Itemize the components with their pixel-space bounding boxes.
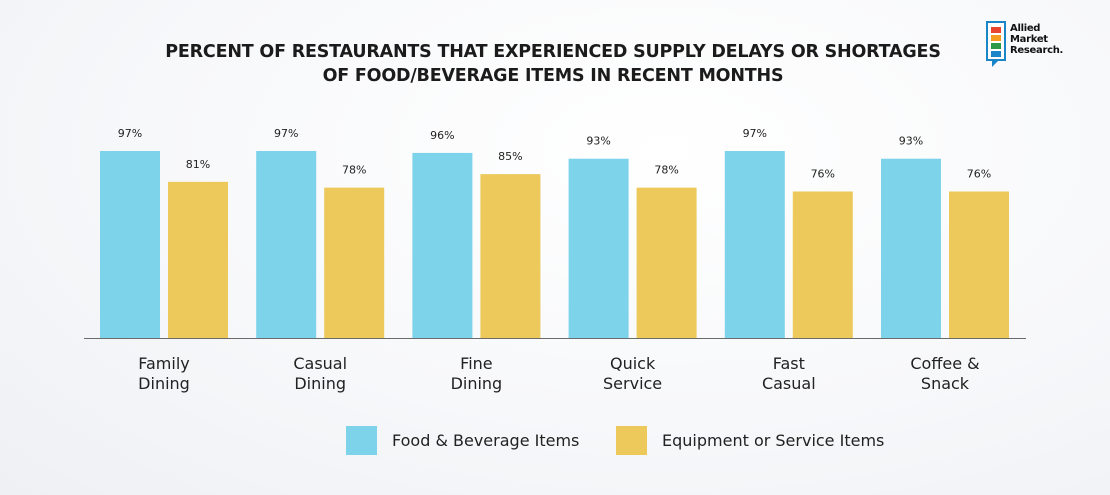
bar-equipment-or-service-items-casual-dining: [324, 187, 385, 338]
legend-label-food-beverage: Food & Beverage Items: [392, 431, 580, 450]
data-label-food-beverage-items-quick-service: 93%: [586, 135, 610, 148]
data-label-equipment-or-service-items-fine-dining: 85%: [498, 150, 522, 163]
legend-swatch-equipment-service: [616, 426, 647, 455]
bar-equipment-or-service-items-fine-dining: [480, 174, 541, 338]
logo-line-2: Market: [1010, 34, 1048, 45]
bar-chart: 97% 81% Family Dining 97% 78% Casual Dining 96% 8…: [84, 127, 1026, 393]
bar-food-beverage-items-casual-dining: [256, 151, 317, 338]
bar-food-beverage-items-fast-casual: [724, 151, 785, 338]
logo-line-3: Research.: [1010, 45, 1064, 56]
data-label-equipment-or-service-items-casual-dining: 78%: [342, 164, 366, 177]
data-label-food-beverage-items-fast-casual: 97%: [743, 127, 767, 140]
category-label-quick-service: Quick Service: [603, 354, 662, 393]
allied-market-research-logo: Allied Market Research.: [986, 21, 1086, 69]
logo-line-1: Allied: [1010, 23, 1041, 34]
category-label-family-dining: Family Dining: [138, 354, 190, 393]
legend-swatch-food-beverage: [346, 426, 377, 455]
category-label-fast-casual: Fast Casual: [762, 354, 816, 393]
bar-food-beverage-items-family-dining: [100, 151, 160, 338]
category-label-coffee-snack: Coffee & Snack: [910, 354, 979, 393]
chart-title-line-1: PERCENT OF RESTAURANTS THAT EXPERIENCED …: [165, 42, 941, 62]
bar-food-beverage-items-fine-dining: [412, 152, 473, 338]
bar-equipment-or-service-items-quick-service: [636, 187, 697, 338]
category-label-fine-dining: Fine Dining: [451, 354, 503, 393]
legend-label-equipment-service: Equipment or Service Items: [662, 431, 885, 450]
bar-equipment-or-service-items-fast-casual: [792, 191, 853, 338]
data-label-equipment-or-service-items-quick-service: 78%: [654, 164, 678, 177]
data-label-equipment-or-service-items-fast-casual: 76%: [811, 167, 835, 180]
data-label-food-beverage-items-casual-dining: 97%: [274, 127, 298, 140]
chart-title-line-2: OF FOOD/BEVERAGE ITEMS IN RECENT MONTHS: [322, 66, 784, 86]
bar-equipment-or-service-items-family-dining: [168, 181, 228, 338]
chart-title: PERCENT OF RESTAURANTS THAT EXPERIENCED …: [0, 40, 1106, 88]
data-label-food-beverage-items-fine-dining: 96%: [430, 129, 454, 142]
logo-text: Allied Market Research.: [1010, 23, 1063, 56]
bar-equipment-or-service-items-coffee-snack: [949, 191, 1009, 338]
bar-food-beverage-items-quick-service: [568, 158, 629, 338]
data-label-equipment-or-service-items-coffee-snack: 76%: [967, 167, 991, 180]
data-label-food-beverage-items-coffee-snack: 93%: [899, 135, 923, 148]
logo-icon: [986, 21, 1006, 61]
logo-tail-icon: [992, 59, 1000, 67]
category-label-casual-dining: Casual Dining: [293, 354, 347, 393]
data-label-food-beverage-items-family-dining: 97%: [118, 127, 142, 140]
data-label-equipment-or-service-items-family-dining: 81%: [186, 158, 210, 171]
bar-food-beverage-items-coffee-snack: [881, 158, 941, 338]
